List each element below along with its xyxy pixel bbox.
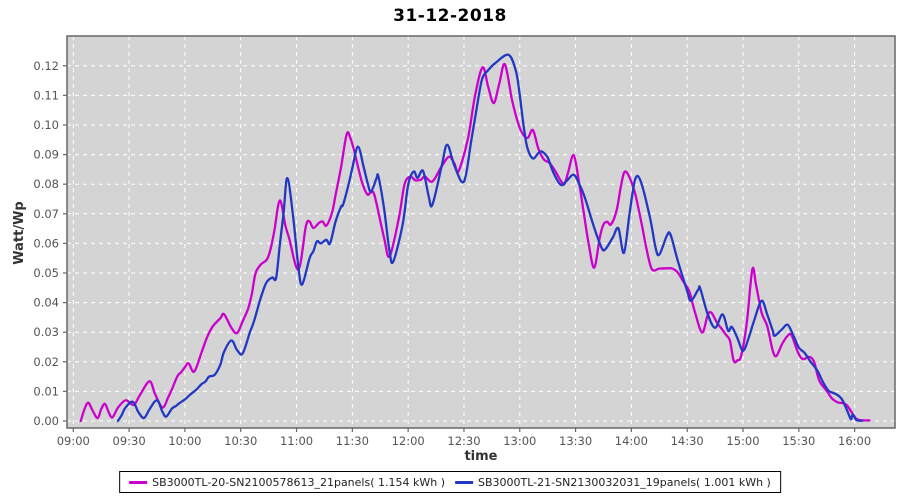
y-tick-label: 0.02 — [33, 355, 59, 369]
x-tick-label: 14:00 — [615, 434, 648, 448]
x-tick-label: 14:30 — [671, 434, 704, 448]
legend-swatch-blue-line — [455, 480, 473, 484]
x-tick-label: 15:00 — [726, 434, 759, 448]
legend-label: SB3000TL-20-SN2100578613_21panels( 1.154… — [152, 475, 445, 489]
y-tick-label: 0.05 — [33, 266, 59, 280]
y-tick-label: 0.03 — [33, 325, 59, 339]
x-tick-label: 13:00 — [503, 434, 536, 448]
x-tick-label: 16:00 — [838, 434, 871, 448]
y-tick-label: 0.01 — [33, 384, 59, 398]
series-line-0 — [79, 62, 871, 423]
x-tick-label: 09:30 — [113, 434, 146, 448]
y-tick-label: 0.12 — [33, 59, 59, 73]
y-tick-label: 0.00 — [33, 414, 59, 428]
y-tick-label: 0.08 — [33, 177, 59, 191]
y-tick-label: 0.04 — [33, 296, 59, 310]
x-tick-label: 09:00 — [57, 434, 90, 448]
x-axis-title: time — [464, 449, 498, 464]
x-tick-label: 15:30 — [782, 434, 815, 448]
plot-border — [66, 35, 896, 429]
legend-item-inverter-20: SB3000TL-20-SN2100578613_21panels( 1.154… — [129, 476, 445, 489]
y-tick-label: 0.10 — [33, 118, 59, 132]
x-tick-label: 12:00 — [392, 434, 425, 448]
y-tick-label: 0.07 — [33, 207, 59, 221]
legend-item-inverter-21: SB3000TL-21-SN2130032031_19panels( 1.001… — [455, 476, 771, 489]
x-tick-label: 12:30 — [447, 434, 480, 448]
x-tick-label: 13:30 — [559, 434, 592, 448]
series-line-1 — [116, 53, 864, 423]
x-tick-label: 10:30 — [224, 434, 257, 448]
y-tick-label: 0.11 — [33, 88, 59, 102]
legend-swatch-magenta-line — [129, 480, 148, 484]
plot-area — [67, 36, 895, 428]
y-tick-label: 0.06 — [33, 236, 59, 250]
legend-label: SB3000TL-21-SN2130032031_19panels( 1.001… — [478, 475, 771, 489]
legend: SB3000TL-20-SN2100578613_21panels( 1.154… — [119, 471, 781, 493]
y-tick-label: 0.09 — [33, 148, 59, 162]
x-tick-label: 11:30 — [336, 434, 369, 448]
chart-title: 31-12-2018 — [393, 6, 507, 26]
x-tick-label: 11:00 — [280, 434, 313, 448]
y-axis-title: Watt/Wp — [12, 201, 27, 265]
x-tick-label: 10:00 — [168, 434, 201, 448]
